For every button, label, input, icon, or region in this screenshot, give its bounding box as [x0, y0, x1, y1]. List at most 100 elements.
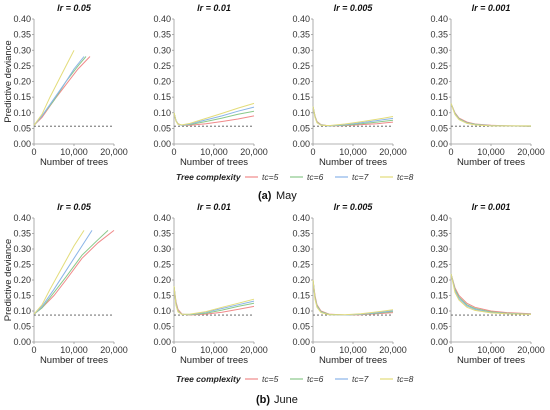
caption-may: (a) May — [258, 190, 297, 202]
y-tick-label: 0.20 — [430, 275, 448, 285]
legend-label-tc5: tc=5 — [262, 172, 279, 182]
x-tick-label: 20,000 — [379, 345, 407, 355]
y-tick-label: 0.00 — [153, 337, 171, 347]
y-tick-label: 0.10 — [430, 108, 448, 118]
x-tick-label: 20,000 — [517, 147, 545, 157]
legend-may: Tree complexity tc=5 tc=6 tc=7 tc=8 — [176, 172, 414, 182]
series-line-tc6 — [33, 230, 109, 315]
series-line-tc5 — [173, 112, 255, 126]
panel-title: lr = 0.001 — [472, 202, 511, 212]
panel-title: lr = 0.005 — [334, 202, 374, 212]
x-tick-label: 10,000 — [60, 147, 88, 157]
y-tick-label: 0.25 — [153, 61, 171, 71]
x-axis-label: Number of trees — [40, 157, 108, 168]
series-line-tc7 — [450, 273, 532, 315]
y-tick-label: 0.05 — [153, 123, 171, 133]
x-tick-label: 20,000 — [240, 345, 268, 355]
y-tick-label: 0.15 — [13, 92, 31, 102]
x-axis-label: Number of trees — [40, 355, 108, 366]
series-line-tc5 — [33, 56, 91, 126]
x-tick-label: 20,000 — [240, 147, 268, 157]
y-tick-label: 0.05 — [292, 322, 310, 332]
panel-a-4: lr = 0.001 0.00 0.05 0.10 0.15 0.20 0.25 0.30 0.… — [430, 3, 544, 168]
y-tick-label: 0.00 — [153, 139, 171, 149]
y-tick-label: 0.10 — [292, 108, 310, 118]
y-tick-label: 0.00 — [13, 139, 31, 149]
y-tick-label: 0.35 — [13, 30, 31, 40]
x-tick-label: 10,000 — [200, 147, 228, 157]
x-tick-label: 10,000 — [339, 147, 367, 157]
y-tick-label: 0.20 — [430, 77, 448, 87]
series-line-tc8 — [450, 273, 532, 315]
x-tick-label: 0 — [448, 345, 453, 355]
series-line-tc6 — [450, 103, 532, 127]
legend-title: Tree complexity — [176, 172, 242, 182]
y-tick-label: 0.30 — [292, 244, 310, 254]
y-tick-label: 0.25 — [13, 61, 31, 71]
y-tick-label: 0.25 — [292, 61, 310, 71]
caption-text: May — [276, 190, 297, 202]
y-tick-label: 0.35 — [430, 30, 448, 40]
series-line-tc8 — [173, 286, 255, 315]
x-axis-label: Number of trees — [180, 355, 248, 366]
series-line-tc8 — [173, 102, 255, 126]
panel-title: lr = 0.05 — [57, 202, 92, 212]
series-line-tc8 — [450, 103, 531, 127]
y-tick-label: 0.15 — [292, 92, 310, 102]
y-tick-label: 0.15 — [13, 291, 31, 301]
x-axis-label: Number of trees — [180, 157, 248, 168]
y-tick-label: 0.15 — [153, 92, 171, 102]
x-axis-label: Number of trees — [319, 157, 387, 168]
series-line-tc7 — [450, 103, 531, 127]
panel-b-2: lr = 0.01 0.00 0.05 0.10 0.15 0.20 0.25 0.30 0.3… — [153, 202, 267, 366]
series-line-tc5 — [450, 273, 532, 315]
panel-a-2: lr = 0.01 0.00 0.05 0.10 0.15 0.20 0.25 0.30 0.3… — [153, 3, 267, 168]
x-tick-label: 20,000 — [100, 147, 128, 157]
y-tick-label: 0.25 — [430, 260, 448, 270]
y-tick-label: 0.15 — [292, 291, 310, 301]
y-tick-label: 0.15 — [430, 92, 448, 102]
y-tick-label: 0.30 — [292, 45, 310, 55]
y-tick-label: 0.25 — [430, 61, 448, 71]
y-tick-label: 0.20 — [13, 275, 31, 285]
y-tick-label: 0.40 — [153, 14, 171, 24]
y-tick-label: 0.25 — [153, 260, 171, 270]
legend-label-tc8: tc=8 — [397, 172, 414, 182]
x-tick-label: 20,000 — [100, 345, 128, 355]
y-tick-label: 0.00 — [13, 337, 31, 347]
y-axis-label: Predictive deviance — [3, 40, 14, 122]
y-tick-label: 0.40 — [13, 213, 31, 223]
x-tick-label: 0 — [448, 147, 453, 157]
y-tick-label: 0.00 — [292, 337, 310, 347]
legend-june: Tree complexity tc=5 tc=6 tc=7 tc=8 — [176, 374, 414, 384]
panel-title: lr = 0.001 — [472, 3, 511, 13]
legend-label-tc7: tc=7 — [352, 374, 369, 384]
y-tick-label: 0.00 — [430, 337, 448, 347]
y-tick-label: 0.35 — [292, 229, 310, 239]
y-tick-label: 0.05 — [292, 123, 310, 133]
panel-b-4: lr = 0.001 0.00 0.05 0.10 0.15 0.20 0.25 0.30 0.… — [430, 202, 544, 366]
panel-a-3: lr = 0.005 0.00 0.05 0.10 0.15 0.20 0.25 0.30 0.… — [292, 3, 406, 168]
series-line-tc8 — [33, 230, 85, 315]
x-axis-label: Number of trees — [319, 355, 387, 366]
panel-b-1: lr = 0.05 0.00 0.05 0.10 0.15 0.20 0.25 0.30 0.3… — [3, 202, 128, 366]
series-line-tc8 — [33, 50, 75, 126]
y-tick-label: 0.05 — [153, 322, 171, 332]
series-line-tc7 — [33, 230, 93, 315]
y-tick-label: 0.10 — [13, 108, 31, 118]
x-tick-label: 10,000 — [200, 345, 228, 355]
series-line-tc7 — [173, 286, 255, 315]
x-tick-label: 20,000 — [379, 147, 407, 157]
y-axis-label: Predictive deviance — [3, 239, 14, 321]
series-line-tc5 — [450, 103, 532, 127]
x-tick-label: 10,000 — [477, 345, 505, 355]
y-tick-label: 0.05 — [430, 123, 448, 133]
y-tick-label: 0.35 — [153, 229, 171, 239]
legend-label-tc8: tc=8 — [397, 374, 414, 384]
y-tick-label: 0.30 — [13, 244, 31, 254]
x-tick-label: 0 — [310, 345, 315, 355]
legend-title: Tree complexity — [176, 374, 242, 384]
y-tick-label: 0.20 — [13, 77, 31, 87]
y-tick-label: 0.10 — [153, 108, 171, 118]
